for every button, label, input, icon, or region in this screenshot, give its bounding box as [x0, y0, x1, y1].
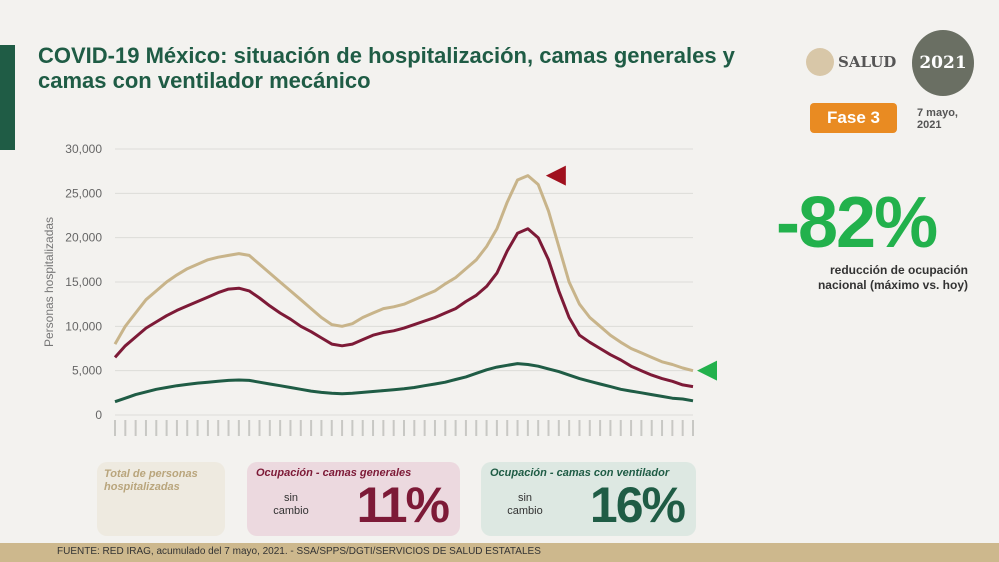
series-general-line: [113, 227, 694, 389]
card-label: Ocupación - camas generales: [256, 467, 412, 479]
headline-caption: reducción de ocupación nacional (máximo …: [817, 263, 968, 292]
mexico-2021-logo: 2021: [912, 30, 974, 96]
card-label: Ocupación - camas con ventilador: [490, 467, 670, 479]
current-marker-icon: [697, 360, 717, 381]
y-tick-label: 20,000: [65, 231, 102, 245]
salud-logo: SALUD: [806, 48, 896, 76]
source-note: FUENTE: RED IRAG, acumulado del 7 mayo, …: [57, 546, 541, 557]
legend-card-ventilador: Ocupación - camas con ventilador sin cam…: [481, 462, 696, 536]
peak-marker-icon: [545, 165, 566, 186]
y-tick-label: 25,000: [65, 186, 102, 200]
y-tick-label: 5,000: [72, 364, 102, 378]
series-total-line: [113, 174, 694, 373]
seal-icon: [806, 48, 834, 76]
accent-bar: [0, 45, 15, 150]
card-label: Total de personas hospitalizadas: [104, 468, 198, 493]
footer-band: [0, 543, 999, 562]
y-axis-label: Personas hospitalizadas: [42, 217, 56, 347]
card-status: sin cambio: [507, 492, 543, 517]
date-label: 7 mayo, 2021: [917, 107, 958, 131]
card-status: sin cambio: [273, 492, 309, 517]
salud-logo-text: SALUD: [838, 53, 897, 71]
series-ventilador-line: [114, 362, 694, 404]
phase-badge: Fase 3: [810, 103, 897, 133]
card-value: 16%: [589, 477, 686, 533]
page-title: COVID-19 México: situación de hospitaliz…: [38, 43, 735, 93]
y-tick-label: 0: [95, 408, 102, 422]
hospitalization-chart: 0 5,000 10,000 15,000 20,000 25,000 30,000 Pers…: [42, 142, 717, 436]
legend-card-total: Total de personas hospitalizadas: [97, 462, 225, 536]
y-tick-label: 30,000: [65, 142, 102, 156]
y-tick-label: 10,000: [65, 319, 102, 333]
legend-card-general: Ocupación - camas generales sin cambio 1…: [247, 462, 460, 536]
y-tick-label: 15,000: [65, 275, 102, 289]
card-value: 11%: [356, 477, 450, 533]
headline-value: -82%: [776, 183, 938, 263]
